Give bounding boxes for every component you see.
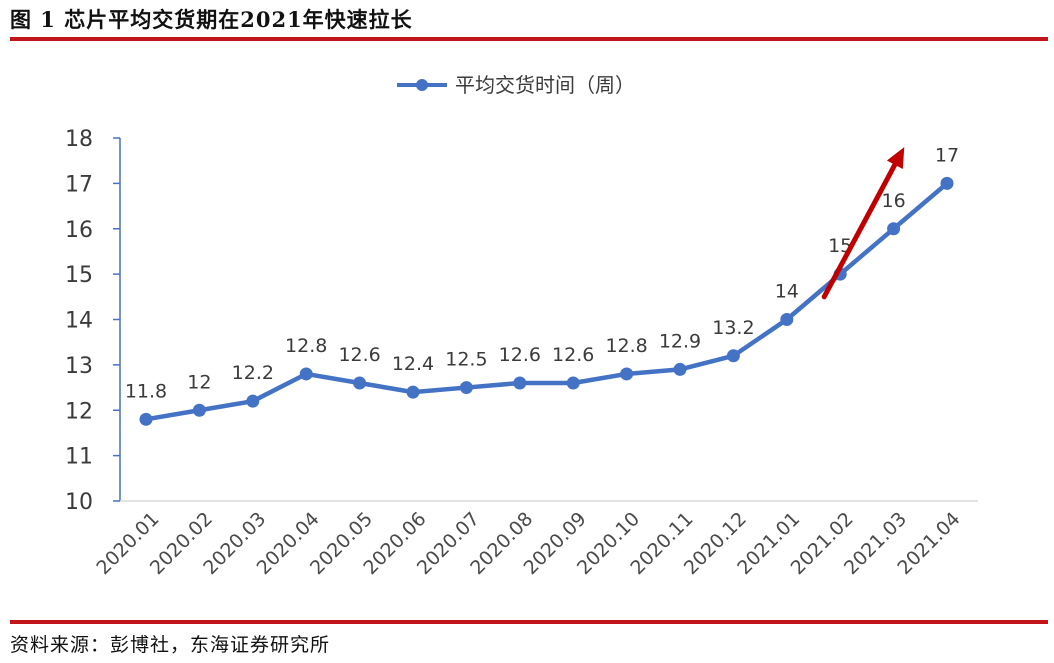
- y-tick-label: 12: [65, 399, 93, 424]
- data-point: [406, 385, 420, 399]
- data-point: [192, 403, 206, 417]
- series-line-group: 11.8 12 12.2 12.8 12.6 12.4 12.5 12.6 12.6 12.8 12…: [125, 144, 959, 426]
- data-label: 12: [187, 371, 211, 393]
- data-point: [726, 349, 740, 363]
- data-label: 12.9: [659, 330, 701, 352]
- data-point: [246, 394, 260, 408]
- data-label: 16: [882, 190, 906, 212]
- data-label: 12.4: [392, 353, 434, 375]
- data-point: [673, 362, 687, 376]
- series-line: [143, 181, 950, 422]
- y-tick-label: 10: [65, 490, 93, 515]
- y-tick-label: 16: [65, 218, 93, 243]
- y-tick-label: 13: [65, 354, 93, 379]
- data-point: [513, 376, 527, 390]
- data-point: [620, 367, 634, 381]
- data-point: [459, 381, 473, 395]
- data-label: 12.8: [285, 335, 327, 357]
- data-label: 17: [935, 144, 959, 166]
- source-note: 资料来源：彭博社，东海证券研究所: [10, 634, 331, 656]
- trend-arrow-head: [886, 147, 905, 169]
- data-label: 12.6: [499, 344, 541, 366]
- y-tick-label: 17: [65, 172, 93, 197]
- y-tick-labels: 10 11 12 13 14 15 16 17 18: [65, 127, 93, 515]
- axes: [113, 137, 978, 502]
- data-point: [353, 376, 367, 390]
- legend: 平均交货时间（周）: [397, 73, 635, 97]
- annotation-group: [821, 147, 905, 300]
- y-tick-label: 11: [65, 445, 93, 470]
- data-point: [566, 376, 580, 390]
- data-label: 12.2: [232, 362, 274, 384]
- source-divider: [10, 620, 1048, 624]
- data-point: [299, 367, 313, 381]
- y-tick-label: 14: [65, 309, 93, 334]
- data-label: 12.5: [445, 349, 487, 371]
- data-label: 14: [775, 281, 799, 303]
- trend-arrow-shaft: [821, 162, 898, 300]
- legend-label: 平均交货时间（周）: [455, 73, 635, 97]
- data-point: [139, 412, 153, 426]
- data-label: 12.6: [338, 344, 380, 366]
- data-label: 12.8: [605, 335, 647, 357]
- data-label: 13.2: [712, 317, 754, 339]
- y-tick-label: 18: [65, 127, 93, 152]
- title-divider: [10, 37, 1048, 41]
- data-point: [887, 222, 901, 236]
- data-point: [780, 313, 794, 326]
- figure-title: 图 1 芯片平均交货期在2021年快速拉长: [10, 7, 413, 32]
- legend-marker: [416, 79, 428, 91]
- data-label: 11.8: [125, 380, 167, 402]
- data-label: 12.6: [552, 344, 594, 366]
- data-point: [940, 176, 954, 190]
- x-tick-labels: 2020.012020.022020.032020.042020.052020.…: [92, 508, 964, 579]
- y-tick-label: 15: [65, 263, 93, 288]
